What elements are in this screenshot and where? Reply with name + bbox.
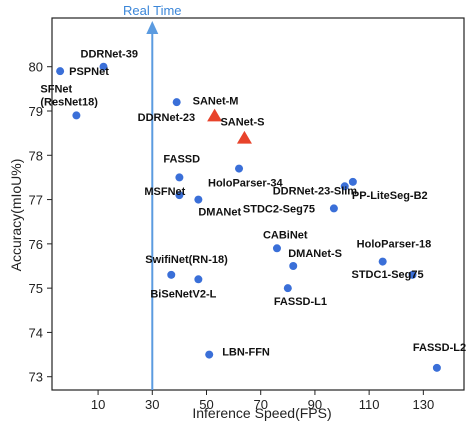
point-label: MSFNet [144,186,185,198]
circle-marker [175,173,184,182]
circle-marker [72,111,81,120]
point-label: PSPNet [69,66,109,78]
data-points [56,62,441,372]
point-label: PP-LiteSeg-B2 [352,190,428,202]
point-label: DDRNet-23 [138,112,195,124]
point-label: SFNet (ResNet18) [40,83,98,108]
triangle-marker [207,108,223,122]
circle-marker [167,270,176,279]
plot-border [51,17,465,391]
x-tick-label: 90 [308,397,322,412]
circle-marker [283,284,292,293]
x-tick-label: 70 [253,397,267,412]
y-tick-label: 79 [29,104,43,119]
point-label: BiSeNetV2-L [150,288,216,300]
realtime-reference: Real Time [123,3,182,390]
triangle-marker [236,130,252,144]
point-label: LBN-FFN [222,347,270,359]
circle-marker [56,67,65,76]
y-tick-label: 75 [29,281,43,296]
realtime-arrowhead [146,21,159,34]
circle-marker [272,244,281,253]
point-label: FASSD-L1 [274,296,327,308]
x-axis-ticks: 10 30 50 70 90 110 130 [91,390,434,412]
point-label: FASSD [163,153,200,165]
point-label: STDC1-Seg75 [352,269,424,281]
plot-frame [51,17,465,391]
y-axis-ticks: 73 74 75 76 77 78 79 80 [29,60,52,385]
x-tick-label: 130 [412,397,434,412]
y-axis-title: Accuracy(mIoU%) [8,159,24,272]
point-label: SANet-S [220,117,264,129]
y-tick-label: 78 [29,148,43,163]
circle-marker [378,257,387,266]
point-label: DDRNet-39 [81,49,138,61]
circle-marker [340,182,349,191]
circle-marker [235,164,244,173]
circle-marker [175,191,184,200]
y-tick-label: 76 [29,237,43,252]
circle-marker [408,270,417,279]
point-label: DMANet [198,207,241,219]
point-labels: PSPNet DDRNet-39 SFNet (ResNet18) DDRNet-23 S… [40,49,466,359]
y-tick-label: 74 [29,325,43,340]
y-tick-label: 73 [29,370,43,385]
x-tick-label: 10 [91,397,105,412]
x-axis-title: Inference Speed(FPS) [192,405,331,421]
circle-marker [348,177,357,186]
point-label: HoloParser-34 [208,178,283,190]
circle-marker [194,195,203,204]
y-tick-label: 77 [29,193,43,208]
circle-marker [289,262,298,270]
point-label: DDRNet-23-Slim [273,185,358,197]
x-tick-label: 110 [359,397,380,412]
y-tick-label: 80 [29,60,43,75]
circle-marker [172,98,181,107]
circle-marker [329,204,338,213]
point-label: STDC2-Seg75 [243,203,315,215]
x-tick-label: 30 [145,397,159,412]
circle-marker [99,62,108,71]
point-label: HoloParser-18 [357,239,432,251]
circle-marker [194,275,203,284]
circle-marker [432,363,441,372]
point-label: DMANet-S [288,248,342,260]
point-label: SwifiNet(RN-18) [145,254,228,266]
x-tick-label: 50 [199,397,213,412]
point-label: CABiNet [263,229,308,241]
circle-marker [205,350,214,359]
point-label: FASSD-L2 [413,342,466,354]
realtime-label: Real Time [123,3,182,18]
point-label: SANet-M [193,95,239,107]
